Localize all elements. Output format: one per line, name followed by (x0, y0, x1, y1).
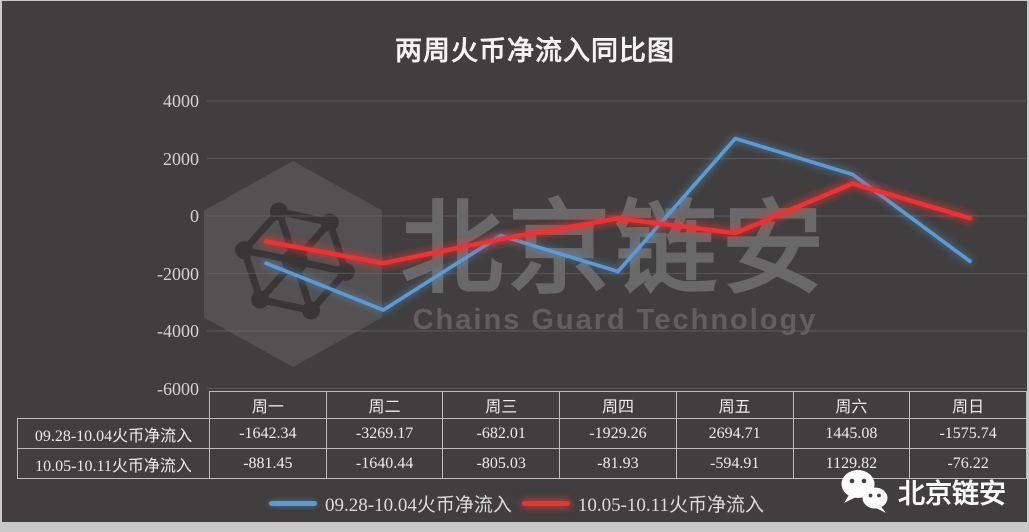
series-glow (260, 178, 976, 269)
table-cell: -594.91 (675, 448, 794, 479)
legend-swatch (269, 500, 318, 506)
table-cell: -81.93 (559, 448, 677, 479)
table-header-cell: 周四 (559, 391, 677, 419)
table-cell: -881.45 (209, 448, 327, 479)
chart-panel: 两周火币净流入同比图 北京链安 Chains Guard Technology … (2, 1, 1027, 522)
wechat-icon (841, 470, 888, 513)
legend-label: 10.05-10.11火币净流入 (577, 494, 764, 516)
table-header-cell: 周二 (325, 391, 444, 419)
table-cell: -3269.17 (325, 418, 444, 449)
y-axis-tick-label: -2000 (157, 263, 199, 284)
table-cell: -1929.26 (559, 418, 677, 449)
table-cell: 1445.08 (792, 418, 911, 449)
y-axis-tick-label: 2000 (163, 148, 199, 169)
wechat-badge: 北京链安 (840, 468, 1006, 514)
table-cell: -76.22 (909, 448, 1027, 479)
series-line-red (263, 181, 973, 266)
legend-label: 09.28-10.04火币净流入 (325, 494, 512, 516)
table-cell: -682.01 (442, 418, 561, 449)
table-cell: -1640.44 (325, 448, 444, 479)
legend: 09.28-10.04火币净流入 10.05-10.11火币净流入 (2, 490, 1029, 516)
chart-title: 两周火币净流入同比图 (395, 36, 675, 66)
table-row-label: 09.28-10.04火币净流入 (17, 418, 210, 449)
y-axis-tick-label: -4000 (157, 321, 199, 341)
legend-item: 09.28-10.04火币净流入 (269, 490, 512, 517)
table-row: 10.05-10.11火币净流入 -881.45 -1640.44 -805.03 -8… (17, 448, 1027, 479)
legend-swatch (521, 500, 570, 506)
table-header-cell: 周三 (442, 391, 561, 419)
badge-label: 北京链安 (898, 478, 1006, 509)
legend-item: 10.05-10.11火币净流入 (521, 490, 764, 517)
table-header-row: 周一 周二 周三 周四 周五 周六 周日 (18, 391, 1027, 419)
table-cell: -805.03 (442, 448, 561, 479)
y-axis-tick-label: -6000 (157, 378, 199, 399)
series-glow (262, 134, 974, 314)
table-row-label: 10.05-10.11火币净流入 (17, 448, 210, 479)
y-axis-tick-label: 0 (190, 206, 199, 226)
series-line-blue (264, 136, 972, 312)
table-cell: -1575.74 (909, 418, 1027, 449)
data-table: 周一 周二 周三 周四 周五 周六 周日 09.28-10.04火币净流入 -1642.34 -3… (17, 391, 1027, 479)
y-axis-tick-label: 4000 (163, 91, 199, 111)
